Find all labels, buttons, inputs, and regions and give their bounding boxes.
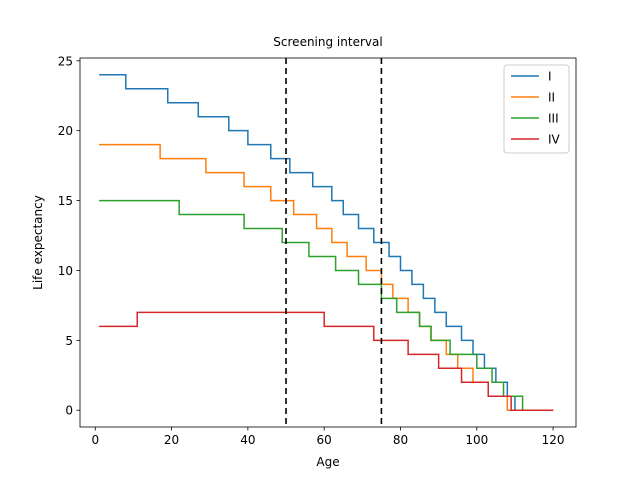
chart-title: Screening interval <box>273 35 382 49</box>
legend-label: IV <box>548 133 561 147</box>
axes-frame <box>79 57 577 428</box>
x-tick-label: 0 <box>91 433 99 447</box>
x-tick-label: 20 <box>164 433 179 447</box>
y-tick-label: 20 <box>58 124 73 138</box>
y-tick-label: 10 <box>58 264 73 278</box>
series-line-1 <box>99 74 554 411</box>
y-axis-label: Life expectancy <box>31 195 45 290</box>
legend-box <box>503 64 570 154</box>
vertical-reference-lines <box>285 58 383 427</box>
x-tick-label: 100 <box>465 433 488 447</box>
y-axis-ticks: 0 5 10 15 20 25 <box>58 54 80 418</box>
y-tick-label: 0 <box>65 404 73 418</box>
x-tick-label: 120 <box>542 433 565 447</box>
y-tick-label: 5 <box>65 334 73 348</box>
x-axis-ticks: 0 20 40 60 80 100 120 <box>91 427 565 447</box>
x-tick-label: 40 <box>240 433 255 447</box>
y-tick-label: 25 <box>58 54 73 68</box>
series-line-3 <box>99 199 554 411</box>
x-tick-label: 80 <box>393 433 408 447</box>
plot-lines <box>99 74 554 411</box>
series-line-4 <box>99 311 554 411</box>
x-axis-label: Age <box>316 455 339 469</box>
y-tick-label: 15 <box>58 194 73 208</box>
legend-label: I <box>548 70 552 84</box>
series-line-2 <box>99 143 554 411</box>
legend-label: II <box>548 91 555 105</box>
legend-label: III <box>548 112 559 126</box>
x-tick-label: 60 <box>317 433 332 447</box>
